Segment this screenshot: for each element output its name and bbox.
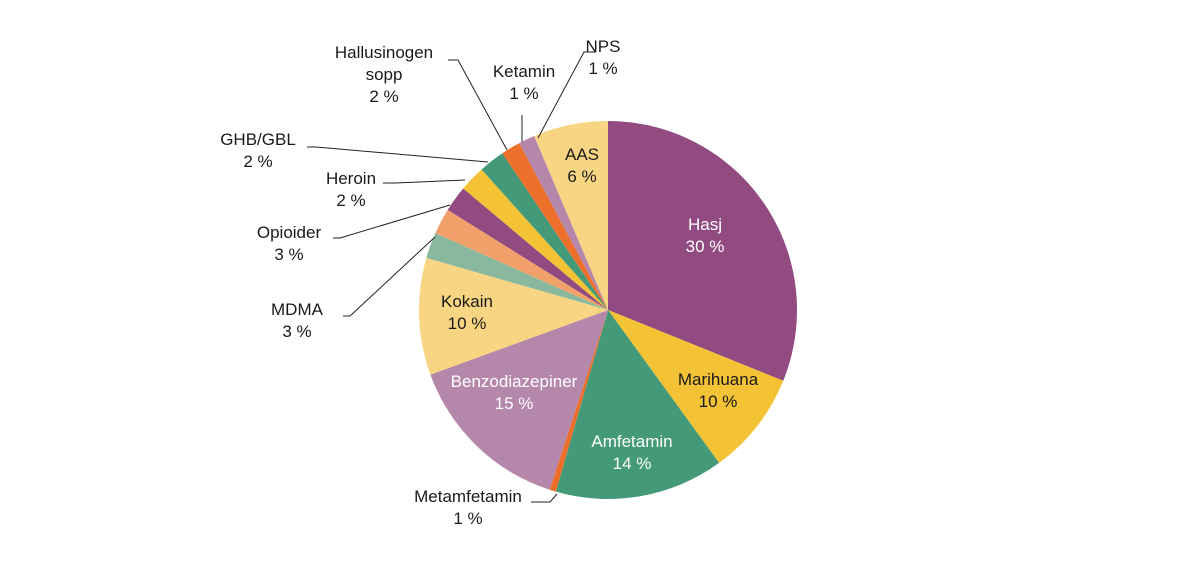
slice-metamfetamin — [549, 310, 608, 492]
label-nps: NPS 1 % — [586, 37, 621, 78]
slice-kokain — [418, 257, 608, 375]
leader-line-mdma — [343, 236, 436, 317]
label-heroin: Heroin 2 % — [326, 169, 376, 210]
slice-benzodiazepiner — [430, 310, 608, 490]
label-value: 1 % — [453, 509, 482, 528]
label-metamfetamin: Metamfetamin 1 % — [414, 487, 522, 528]
label-hasj: Hasj 30 % — [686, 215, 725, 256]
pie-slices — [418, 121, 798, 500]
leader-lines — [307, 51, 596, 503]
label-name: NPS — [586, 37, 621, 56]
label-name: Hasj — [688, 215, 722, 234]
label-name: Marihuana — [678, 370, 759, 389]
label-name: Metamfetamin — [414, 487, 522, 506]
label-value: 14 % — [613, 454, 652, 473]
label-value: 2 % — [336, 191, 365, 210]
label-ghb-gbl: GHB/GBL 2 % — [220, 130, 296, 171]
label-name: Opioider — [257, 223, 322, 242]
slice-heroin — [447, 188, 608, 310]
label-name: Kokain — [441, 292, 493, 311]
label-name: Benzodiazepiner — [451, 372, 578, 391]
slice-mdma — [426, 233, 608, 310]
slice-labels: Hasj 30 % Marihuana 10 % Amfetamin 14 % Metamf… — [220, 37, 759, 528]
leader-line-ghb-gbl — [307, 146, 489, 163]
slice-hallusinogen-sopp — [481, 153, 608, 310]
label-value: 1 % — [588, 59, 617, 78]
label-name: Amfetamin — [591, 432, 672, 451]
slice-marihuana — [608, 310, 784, 463]
label-value: 10 % — [699, 392, 738, 411]
label-name: Ketamin — [493, 62, 555, 81]
label-value: 30 % — [686, 237, 725, 256]
slice-aas — [534, 121, 608, 310]
label-value: 3 % — [274, 245, 303, 264]
label-aas: AAS 6 % — [565, 145, 599, 186]
label-value: 15 % — [495, 394, 534, 413]
label-benzodiazepiner: Benzodiazepiner 15 % — [451, 372, 578, 413]
label-value: 10 % — [448, 314, 487, 333]
leader-line-heroin — [383, 179, 466, 184]
label-marihuana: Marihuana 10 % — [678, 370, 759, 411]
leader-line-nps — [537, 51, 596, 139]
slice-ketamin — [502, 143, 608, 310]
slice-amfetamin — [555, 310, 720, 500]
label-ketamin: Ketamin 1 % — [493, 62, 555, 103]
label-name: sopp — [366, 65, 403, 84]
slice-nps — [519, 136, 608, 310]
label-name: Hallusinogen — [335, 43, 433, 62]
label-value: 1 % — [509, 84, 538, 103]
leader-line-metamfetamin — [531, 493, 558, 503]
label-opioider: Opioider 3 % — [257, 223, 322, 264]
slice-ghb-gbl — [463, 169, 608, 310]
label-name: Heroin — [326, 169, 376, 188]
label-name: AAS — [565, 145, 599, 164]
slice-opioider — [435, 209, 608, 310]
label-kokain: Kokain 10 % — [441, 292, 493, 333]
label-hallusinogen-sopp: Hallusinogen sopp 2 % — [335, 43, 433, 106]
leader-line-opioider — [333, 204, 451, 239]
label-value: 6 % — [567, 167, 596, 186]
label-value: 2 % — [243, 152, 272, 171]
label-mdma: MDMA 3 % — [271, 300, 324, 341]
slice-hasj — [608, 121, 798, 381]
label-value: 2 % — [369, 87, 398, 106]
label-name: GHB/GBL — [220, 130, 296, 149]
label-value: 3 % — [282, 322, 311, 341]
leader-line-hallusinogen-sopp — [448, 59, 508, 151]
label-amfetamin: Amfetamin 14 % — [591, 432, 672, 473]
label-name: MDMA — [271, 300, 324, 319]
